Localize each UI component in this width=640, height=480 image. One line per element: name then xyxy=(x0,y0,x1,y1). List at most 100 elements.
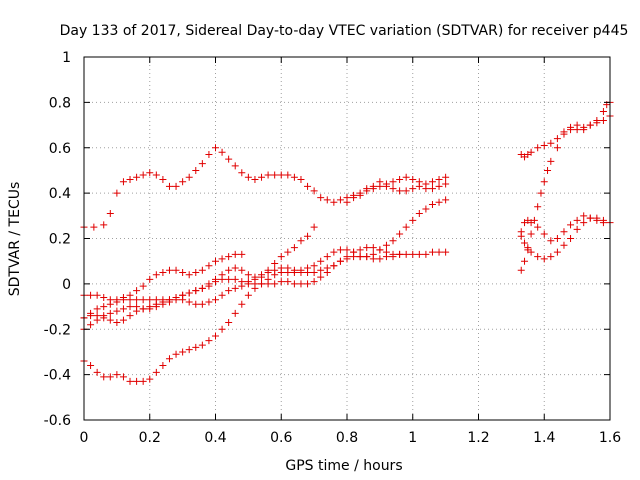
x-tick-label: 1.2 xyxy=(467,430,489,446)
data-point xyxy=(323,253,331,261)
data-point xyxy=(593,117,601,125)
data-point xyxy=(100,221,108,229)
data-point xyxy=(415,210,423,218)
data-point xyxy=(165,266,173,274)
data-point xyxy=(152,271,160,279)
grid xyxy=(84,57,610,420)
data-point xyxy=(537,189,545,197)
y-axis-label: SDTVAR / TECUs xyxy=(7,182,23,297)
data-point xyxy=(126,312,134,320)
series-track-2 xyxy=(80,250,246,304)
data-point xyxy=(330,262,338,270)
data-point xyxy=(560,130,568,138)
data-point xyxy=(527,230,535,238)
data-point xyxy=(317,194,325,202)
data-point xyxy=(159,298,167,306)
y-tick-label: 1 xyxy=(62,50,71,66)
data-point xyxy=(376,255,384,263)
data-point xyxy=(310,223,318,231)
data-point xyxy=(336,257,344,265)
data-point xyxy=(113,298,121,306)
data-point xyxy=(198,341,206,349)
data-point xyxy=(100,314,108,322)
data-point xyxy=(396,187,404,195)
data-point xyxy=(205,298,213,306)
data-point xyxy=(317,257,325,265)
y-tick-label: 0 xyxy=(62,277,71,293)
data-point xyxy=(238,169,246,177)
data-point xyxy=(422,205,430,213)
chart-title: Day 133 of 2017, Sidereal Day-to-day VTE… xyxy=(60,23,629,39)
data-point xyxy=(304,182,312,190)
data-point xyxy=(336,196,344,204)
data-point xyxy=(382,253,390,261)
data-point xyxy=(198,160,206,168)
data-point xyxy=(599,107,607,115)
data-point xyxy=(290,173,298,181)
y-tick-label: -0.2 xyxy=(44,322,71,338)
data-point xyxy=(192,287,200,295)
data-point xyxy=(264,171,272,179)
data-point xyxy=(231,264,239,272)
data-point xyxy=(106,309,114,317)
data-point xyxy=(212,275,219,283)
data-point xyxy=(185,346,193,354)
data-point xyxy=(363,187,371,195)
data-point xyxy=(277,278,285,286)
data-point xyxy=(415,250,423,258)
data-point xyxy=(586,121,594,129)
plot-frame xyxy=(83,56,611,421)
data-point xyxy=(382,241,390,249)
data-point xyxy=(586,214,594,222)
data-point xyxy=(133,307,141,315)
data-point xyxy=(159,269,167,277)
data-point xyxy=(409,176,417,184)
data-point xyxy=(165,355,173,363)
data-point xyxy=(402,223,410,231)
data-point xyxy=(553,235,561,242)
data-point xyxy=(517,266,525,274)
data-point xyxy=(396,230,404,238)
data-point xyxy=(152,171,160,179)
data-point xyxy=(192,166,200,174)
data-point xyxy=(599,117,607,125)
series-track-1 xyxy=(80,144,450,231)
x-tick-label: 0 xyxy=(80,430,89,446)
data-point xyxy=(133,287,141,295)
data-point xyxy=(534,203,542,211)
data-point xyxy=(330,248,338,256)
data-point xyxy=(356,246,364,254)
data-point xyxy=(146,169,154,177)
data-point xyxy=(185,173,193,181)
data-point xyxy=(119,305,127,313)
data-point xyxy=(198,300,206,308)
data-point xyxy=(106,316,114,324)
data-point xyxy=(580,212,588,220)
data-point xyxy=(198,266,206,274)
data-point xyxy=(534,144,542,152)
data-point xyxy=(376,182,384,190)
data-point xyxy=(560,228,568,236)
x-tick-label: 0.8 xyxy=(336,430,358,446)
data-point xyxy=(290,269,298,277)
data-point xyxy=(593,214,601,222)
data-point xyxy=(402,250,410,258)
data-point xyxy=(172,266,180,274)
data-point xyxy=(152,300,160,308)
data-point xyxy=(422,250,430,258)
x-tick-label: 1.6 xyxy=(599,430,621,446)
data-point xyxy=(231,284,239,292)
data-point xyxy=(567,126,575,134)
data-point xyxy=(277,253,285,261)
data-point xyxy=(179,348,187,356)
data-point xyxy=(290,244,298,252)
data-point xyxy=(415,182,423,190)
data-point xyxy=(212,257,219,265)
data-point xyxy=(185,289,193,297)
data-point xyxy=(133,377,141,385)
data-point xyxy=(428,178,436,186)
data-point xyxy=(310,262,318,270)
data-point xyxy=(396,250,404,258)
data-point xyxy=(119,373,127,381)
data-point xyxy=(185,271,193,279)
